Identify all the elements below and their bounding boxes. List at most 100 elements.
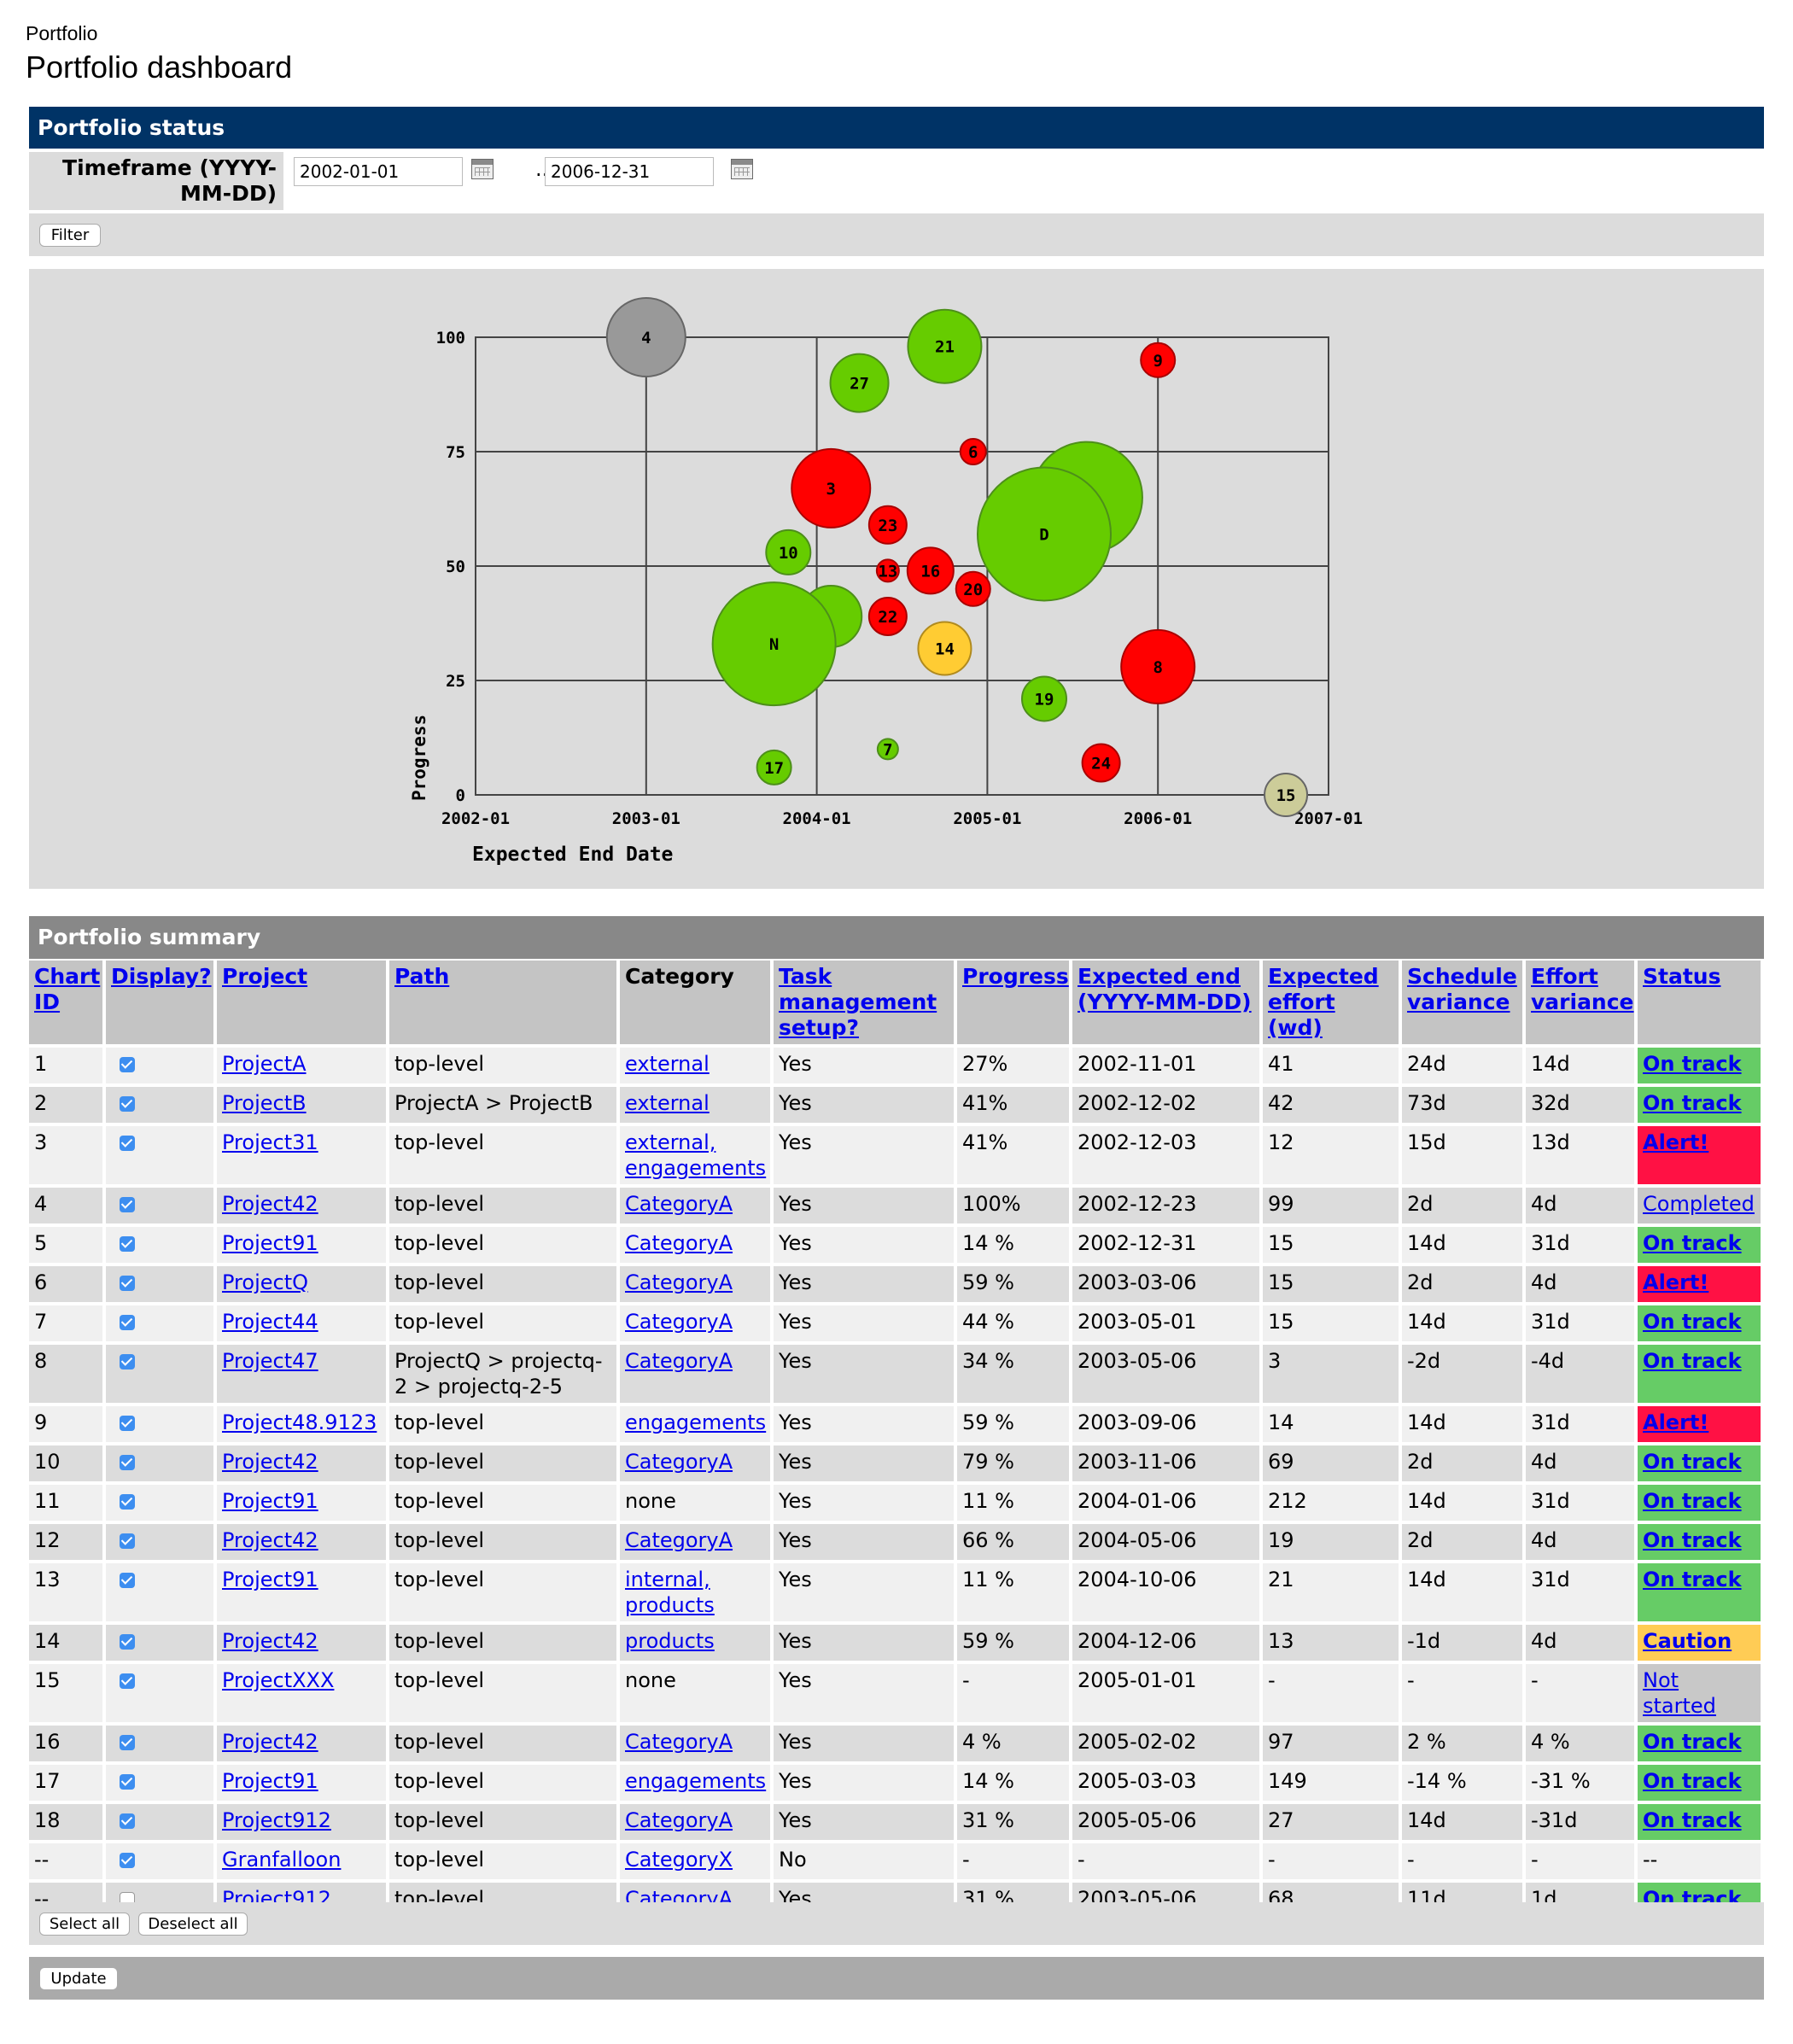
display-checkbox[interactable] — [120, 1136, 135, 1151]
col-project-link[interactable]: Project — [222, 964, 308, 989]
col-project[interactable]: Project — [217, 961, 389, 1048]
project-link[interactable]: Project91 — [222, 1568, 318, 1591]
update-button[interactable]: Update — [39, 1967, 118, 1990]
project-link[interactable]: Project47 — [222, 1349, 318, 1373]
status-link[interactable]: On track — [1643, 1528, 1742, 1552]
category-link[interactable]: engagements — [625, 1410, 767, 1434]
status-link[interactable]: Alert! — [1643, 1270, 1709, 1294]
display-checkbox[interactable] — [120, 1236, 135, 1252]
col-chart-id-link[interactable]: Chart ID — [34, 964, 101, 1014]
display-checkbox[interactable] — [120, 1197, 135, 1212]
select-all-button[interactable]: Select all — [39, 1913, 130, 1936]
category-link[interactable]: CategoryA — [625, 1808, 733, 1832]
category-link[interactable]: CategoryA — [625, 1310, 733, 1334]
project-link[interactable]: Project91 — [222, 1231, 318, 1255]
col-display-link[interactable]: Display? — [111, 964, 212, 989]
project-link[interactable]: Granfalloon — [222, 1848, 342, 1872]
category-link[interactable]: engagements — [625, 1769, 767, 1793]
col-expected-effort[interactable]: Expected effort (wd) — [1263, 961, 1402, 1048]
col-schedule-variance-link[interactable]: Schedule variance — [1407, 964, 1517, 1014]
start-calendar-icon[interactable] — [471, 159, 494, 179]
col-expected-effort-link[interactable]: Expected effort (wd) — [1268, 964, 1379, 1040]
project-link[interactable]: Project42 — [222, 1450, 318, 1474]
display-checkbox[interactable] — [120, 1673, 135, 1689]
category-link[interactable]: CategoryA — [625, 1270, 733, 1294]
status-link[interactable]: On track — [1643, 1568, 1742, 1591]
category-link[interactable]: CategoryA — [625, 1730, 733, 1754]
category-link[interactable]: external — [625, 1091, 710, 1115]
col-expected-end[interactable]: Expected end (YYYY-MM-DD) — [1072, 961, 1263, 1048]
project-link[interactable]: ProjectB — [222, 1091, 307, 1115]
project-link[interactable]: Project42 — [222, 1192, 318, 1216]
col-path[interactable]: Path — [389, 961, 620, 1048]
col-expected-end-link[interactable]: Expected end (YYYY-MM-DD) — [1078, 964, 1252, 1014]
status-link[interactable]: On track — [1643, 1489, 1742, 1513]
project-link[interactable]: Project42 — [222, 1528, 318, 1552]
display-checkbox[interactable] — [120, 1813, 135, 1829]
col-task-mgmt-link[interactable]: Task management setup? — [779, 964, 937, 1040]
status-link[interactable]: Alert! — [1643, 1410, 1709, 1434]
display-checkbox[interactable] — [120, 1735, 135, 1750]
display-checkbox[interactable] — [120, 1533, 135, 1549]
end-calendar-icon[interactable] — [731, 159, 753, 179]
deselect-all-button[interactable]: Deselect all — [138, 1913, 248, 1936]
display-checkbox[interactable] — [120, 1455, 135, 1470]
status-link[interactable]: On track — [1643, 1808, 1742, 1832]
project-link[interactable]: Project912 — [222, 1808, 331, 1832]
category-link[interactable]: CategoryA — [625, 1231, 733, 1255]
status-link[interactable]: On track — [1643, 1450, 1742, 1474]
status-link[interactable]: Not started — [1643, 1668, 1716, 1718]
display-checkbox[interactable] — [120, 1315, 135, 1330]
col-progress-link[interactable]: Progress — [962, 964, 1069, 989]
category-link[interactable]: CategoryX — [625, 1848, 733, 1872]
status-link[interactable]: On track — [1643, 1769, 1742, 1793]
status-link[interactable]: On track — [1643, 1052, 1742, 1076]
project-link[interactable]: ProjectXXX — [222, 1668, 335, 1692]
project-link[interactable]: ProjectA — [222, 1052, 307, 1076]
filter-button[interactable]: Filter — [39, 224, 101, 247]
display-checkbox[interactable] — [120, 1573, 135, 1588]
display-checkbox[interactable] — [120, 1774, 135, 1790]
display-checkbox[interactable] — [120, 1853, 135, 1868]
status-link[interactable]: On track — [1643, 1310, 1742, 1334]
category-link[interactable]: products — [625, 1629, 715, 1653]
col-path-link[interactable]: Path — [394, 964, 450, 989]
project-link[interactable]: Project48.9123 — [222, 1410, 377, 1434]
status-link[interactable]: Caution — [1643, 1629, 1732, 1653]
display-checkbox[interactable] — [120, 1634, 135, 1650]
display-checkbox[interactable] — [120, 1057, 135, 1072]
project-link[interactable]: Project42 — [222, 1629, 318, 1653]
display-checkbox[interactable] — [120, 1416, 135, 1431]
breadcrumb[interactable]: Portfolio — [26, 22, 98, 44]
category-link[interactable]: CategoryA — [625, 1192, 733, 1216]
col-schedule-variance[interactable]: Schedule variance — [1402, 961, 1526, 1048]
display-checkbox[interactable] — [120, 1354, 135, 1369]
project-link[interactable]: Project44 — [222, 1310, 318, 1334]
status-link[interactable]: On track — [1643, 1349, 1742, 1373]
status-link[interactable]: On track — [1643, 1730, 1742, 1754]
end-date-input[interactable] — [545, 157, 714, 186]
display-checkbox[interactable] — [120, 1096, 135, 1112]
display-checkbox[interactable] — [120, 1494, 135, 1510]
col-progress[interactable]: Progress — [957, 961, 1072, 1048]
category-link[interactable]: internal, products — [625, 1568, 715, 1617]
col-display[interactable]: Display? — [106, 961, 217, 1048]
status-link[interactable]: On track — [1643, 1091, 1742, 1115]
category-link[interactable]: CategoryA — [625, 1349, 733, 1373]
project-link[interactable]: Project91 — [222, 1489, 318, 1513]
category-link[interactable]: external, engagements — [625, 1130, 767, 1180]
status-link[interactable]: On track — [1643, 1231, 1742, 1255]
col-chart-id[interactable]: Chart ID — [29, 961, 106, 1048]
project-link[interactable]: ProjectQ — [222, 1270, 309, 1294]
col-status-link[interactable]: Status — [1643, 964, 1721, 989]
col-effort-variance-link[interactable]: Effort variance — [1531, 964, 1634, 1014]
col-effort-variance[interactable]: Effort variance — [1526, 961, 1638, 1048]
category-link[interactable]: external — [625, 1052, 710, 1076]
category-link[interactable]: CategoryA — [625, 1450, 733, 1474]
start-date-input[interactable] — [294, 157, 463, 186]
project-link[interactable]: Project91 — [222, 1769, 318, 1793]
project-link[interactable]: Project31 — [222, 1130, 318, 1154]
status-link[interactable]: Alert! — [1643, 1130, 1709, 1154]
project-link[interactable]: Project42 — [222, 1730, 318, 1754]
display-checkbox[interactable] — [120, 1276, 135, 1291]
